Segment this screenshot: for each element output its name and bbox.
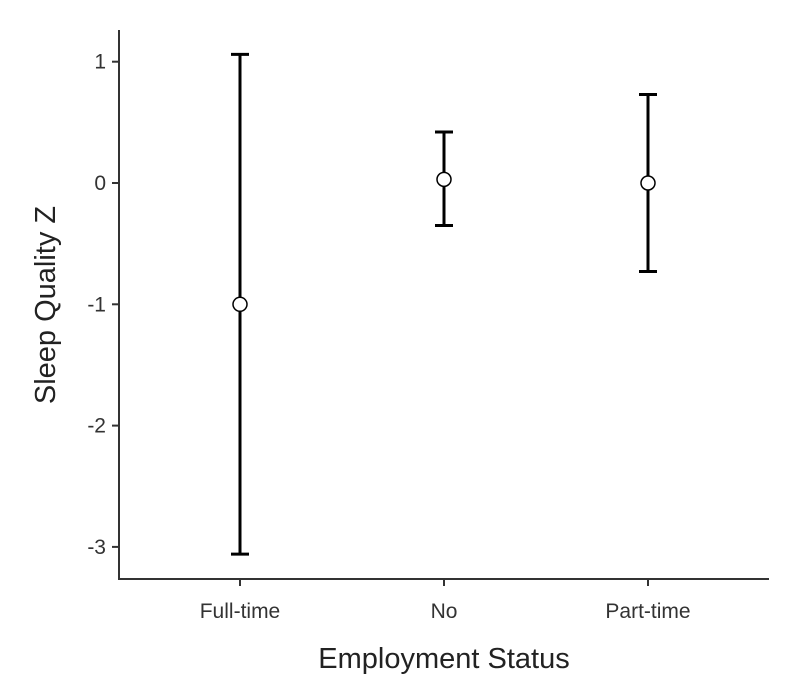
error-bar-group (435, 130, 453, 227)
data-point (232, 296, 248, 313)
y-tick-label: 1 (94, 51, 106, 74)
plot-area (231, 52, 657, 556)
x-tick-label: Full-time (200, 600, 281, 623)
y-axis: -3 -2 -1 0 1 (87, 51, 119, 559)
error-bar-group (639, 92, 657, 274)
x-tick-label: Part-time (605, 600, 690, 623)
x-axis: Full-time No Part-time (200, 579, 691, 623)
x-axis-title: Employment Status (318, 643, 569, 675)
y-tick-label: -2 (87, 415, 106, 438)
data-point (640, 175, 656, 191)
y-tick-label: -1 (87, 293, 106, 316)
data-point (436, 171, 452, 188)
y-axis-title: Sleep Quality Z (30, 206, 62, 404)
y-tick-label: -3 (87, 536, 106, 559)
error-bar-group (231, 52, 249, 556)
x-tick-label: No (431, 600, 458, 623)
y-tick-label: 0 (94, 172, 106, 195)
